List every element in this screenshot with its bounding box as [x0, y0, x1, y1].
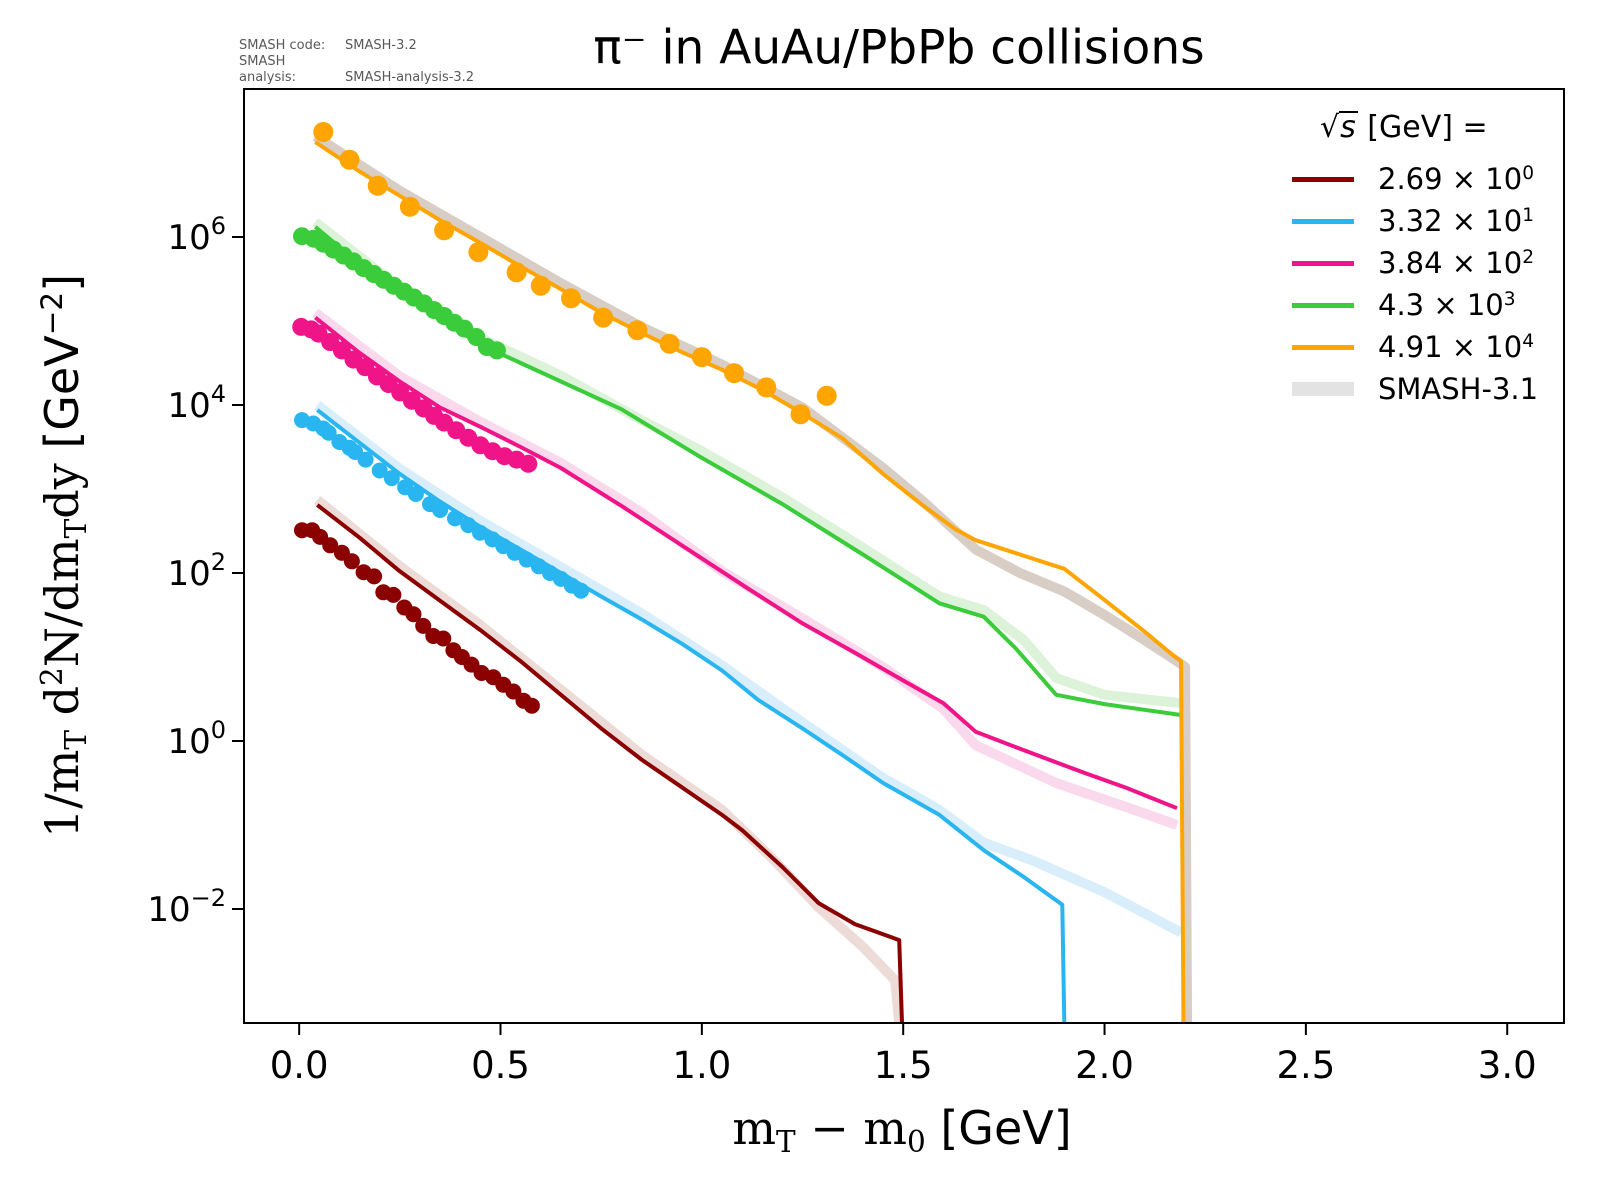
x-tick-label: 2.5	[1276, 1044, 1335, 1087]
legend-label: 3.84 × 102	[1378, 246, 1535, 280]
legend-label: SMASH-3.1	[1378, 372, 1539, 406]
x-tick-label: 3.0	[1478, 1044, 1537, 1087]
legend-entry-smash-3.1: SMASH-3.1	[1292, 368, 1538, 410]
data-point-2.69e0	[435, 630, 452, 647]
band-smash31-3.32e1	[314, 401, 1184, 937]
data-point-3.32e1	[383, 470, 400, 487]
data-point-4.91e4	[627, 320, 648, 341]
data-point-2.69e0	[322, 537, 339, 554]
data-point-2.69e0	[415, 617, 432, 634]
legend-entry-sqrt-s-3.32e1: 3.32 × 101	[1292, 200, 1538, 242]
y-tick-label: 104	[167, 380, 226, 426]
data-point-3.32e1	[506, 544, 523, 561]
data-point-2.69e0	[343, 553, 360, 570]
data-point-4.91e4	[659, 333, 680, 354]
data-point-4.91e4	[790, 404, 811, 425]
data-point-4.91e4	[724, 363, 745, 384]
legend-swatch-sqrt-s-4.91e4	[1292, 344, 1354, 350]
data-point-4.3e3	[487, 341, 506, 360]
legend-entry-sqrt-s-4.3e3: 4.3 × 103	[1292, 284, 1538, 326]
data-point-4.91e4	[561, 288, 581, 309]
data-point-3.32e1	[407, 486, 424, 502]
band-smash31-2.69e0	[314, 496, 905, 1023]
data-point-4.91e4	[506, 262, 527, 283]
data-point-3.32e1	[518, 551, 535, 568]
x-tick-label: 1.5	[874, 1044, 933, 1087]
data-point-3.32e1	[371, 462, 388, 479]
line-smash32-3.84e2	[314, 316, 1178, 811]
data-point-4.91e4	[367, 175, 388, 196]
legend: √s [GeV] = 2.69 × 100 3.32 × 101 3.84 × 10…	[1292, 110, 1538, 410]
x-tick-label: 0.5	[471, 1044, 530, 1087]
y-tick-label: 10−2	[147, 884, 226, 930]
data-point-4.91e4	[339, 149, 360, 170]
annotation-value: SMASH-analysis-3.2	[345, 70, 475, 85]
legend-swatch-smash-3.1	[1292, 382, 1354, 396]
x-tick-label: 2.0	[1075, 1044, 1134, 1087]
data-point-4.91e4	[468, 242, 489, 263]
annotation-row: SMASH analysis: SMASH-analysis-3.2	[239, 54, 474, 86]
data-point-2.69e0	[505, 683, 522, 700]
data-point-2.69e0	[405, 606, 422, 623]
data-point-3.32e1	[573, 582, 589, 599]
x-tick-label: 0.0	[270, 1044, 329, 1087]
y-tick-label: 106	[167, 212, 226, 258]
data-point-3.32e1	[357, 451, 374, 468]
data-point-3.32e1	[460, 517, 477, 534]
x-axis-label: mT − m0 [GeV]	[732, 1101, 1072, 1160]
y-tick-label: 102	[167, 548, 226, 594]
legend-entry-sqrt-s-3.84e2: 3.84 × 102	[1292, 242, 1538, 284]
line-smash32-2.69e0	[316, 503, 904, 1023]
data-point-4.91e4	[756, 377, 777, 398]
smash-version-annotation: SMASH code: SMASH-3.2 SMASH analysis: SMAS…	[239, 38, 474, 86]
legend-title: √s [GeV] =	[1320, 110, 1488, 145]
legend-entry-sqrt-s-2.69e0: 2.69 × 100	[1292, 158, 1538, 200]
data-point-3.32e1	[447, 510, 463, 527]
legend-swatch-sqrt-s-4.3e3	[1292, 302, 1354, 308]
band-smash31-3.84e2	[312, 308, 1179, 830]
x-tick-label: 1.0	[672, 1044, 731, 1087]
y-axis-label: 1/mT d2N/dmTdy [GeV−2]	[34, 273, 94, 839]
data-point-4.91e4	[593, 307, 614, 328]
data-point-4.91e4	[530, 275, 551, 296]
data-point-4.91e4	[313, 122, 334, 142]
data-layer	[292, 122, 1193, 1023]
annotation-label: SMASH analysis:	[239, 54, 297, 85]
data-point-3.32e1	[432, 502, 449, 518]
y-tick-label: 100	[167, 716, 226, 762]
data-point-3.32e1	[472, 524, 488, 541]
legend-label: 3.32 × 101	[1378, 204, 1535, 238]
legend-label: 4.3 × 103	[1378, 288, 1516, 322]
data-point-4.91e4	[816, 385, 837, 406]
legend-entry-sqrt-s-4.91e4: 4.91 × 104	[1292, 326, 1538, 368]
data-point-3.32e1	[320, 424, 337, 441]
legend-swatch-sqrt-s-3.32e1	[1292, 218, 1354, 224]
chart-title: π⁻ in AuAu/PbPb collisions	[593, 20, 1205, 76]
annotation-value: SMASH-3.2	[345, 38, 417, 53]
band-smash31-4.91e4	[312, 132, 1193, 1023]
data-point-4.91e4	[399, 196, 420, 217]
legend-swatch-sqrt-s-3.84e2	[1292, 260, 1354, 266]
data-point-4.91e4	[691, 347, 712, 368]
legend-swatch-sqrt-s-2.69e0	[1292, 176, 1354, 182]
annotation-row: SMASH code: SMASH-3.2	[239, 38, 474, 54]
annotation-label: SMASH code:	[239, 38, 326, 53]
data-point-2.69e0	[385, 586, 402, 603]
data-point-3.84e2	[519, 454, 538, 473]
legend-label: 2.69 × 100	[1378, 162, 1535, 196]
data-point-2.69e0	[523, 697, 540, 714]
data-point-4.91e4	[434, 220, 455, 241]
legend-label: 4.91 × 104	[1378, 330, 1535, 364]
data-point-2.69e0	[366, 568, 383, 585]
